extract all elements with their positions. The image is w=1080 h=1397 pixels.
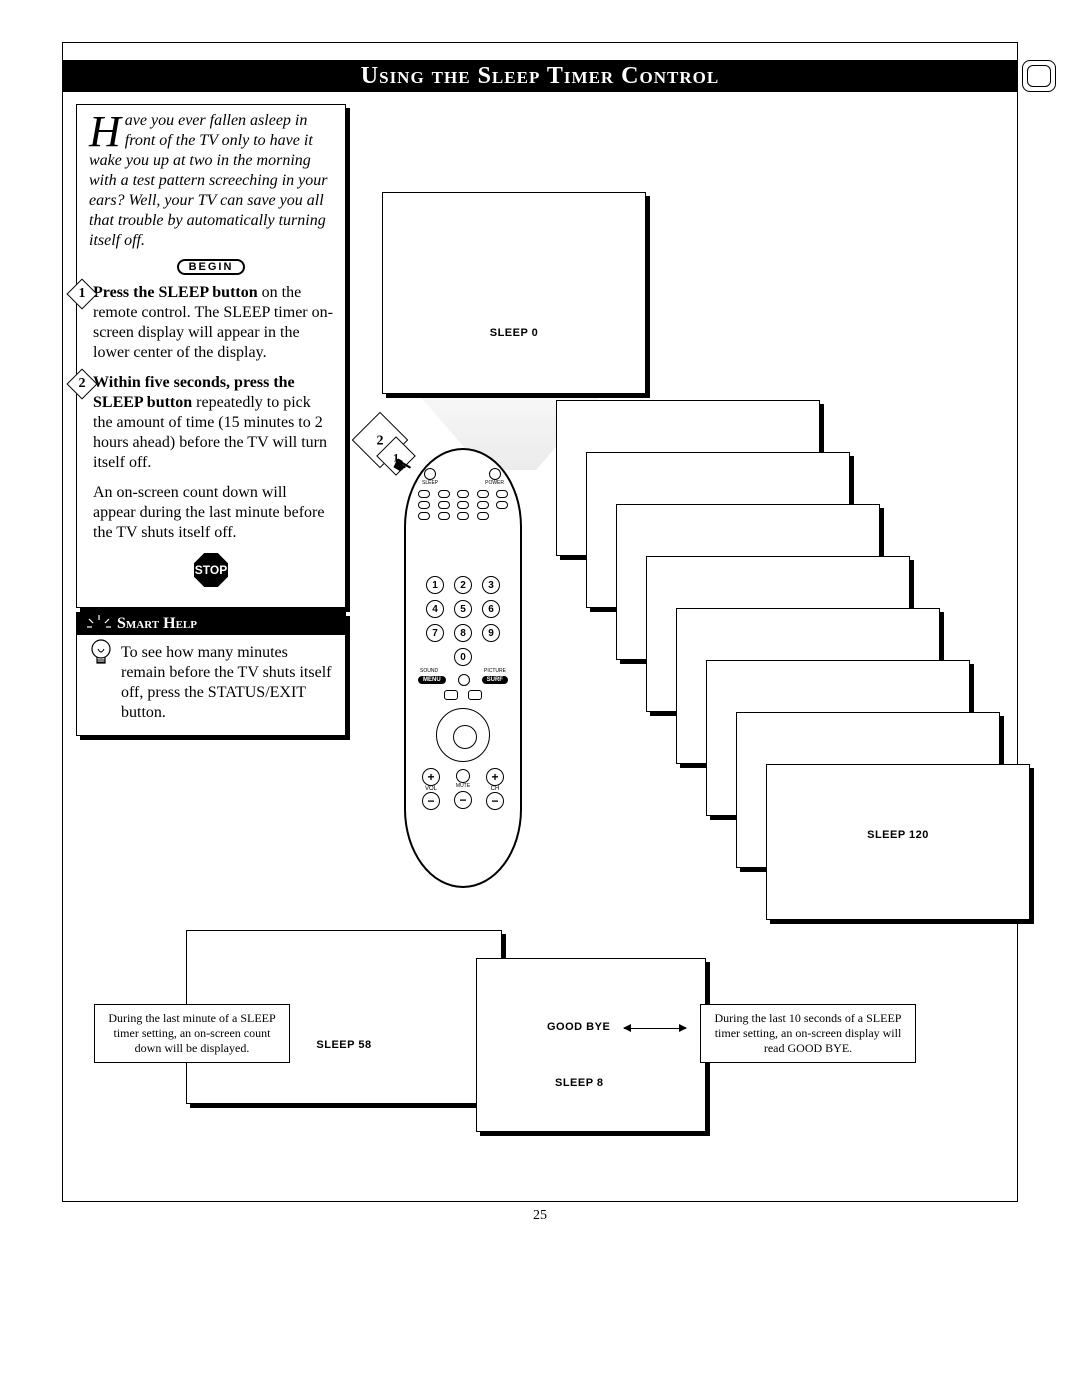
arrow-from-right-note	[624, 1028, 686, 1029]
note-right-text: During the last 10 seconds of a SLEEP ti…	[715, 1011, 902, 1055]
power-button[interactable]	[489, 468, 501, 480]
stop-badge: STOP	[89, 553, 333, 587]
key-2[interactable]: 2	[454, 576, 472, 594]
note-left: During the last minute of a SLEEP timer …	[94, 1004, 290, 1063]
smart-sound-label: SOUND	[420, 668, 438, 674]
mute-label: MUTE	[454, 783, 472, 789]
key-8[interactable]: 8	[454, 624, 472, 642]
smart-help-heading: Smart Help	[77, 613, 345, 635]
page-number: 25	[0, 1208, 1080, 1224]
key-0[interactable]: 0	[454, 648, 472, 666]
smart-help-box: Smart Help To see how many minutes rem	[76, 612, 346, 736]
key-6[interactable]: 6	[482, 600, 500, 618]
ach-button[interactable]	[496, 501, 508, 509]
step-2-number: 2	[72, 374, 92, 394]
smart-picture-label: PICTURE	[484, 668, 506, 674]
goodbye-sleep-label: SLEEP 8	[555, 1077, 604, 1089]
mode-acc2[interactable]	[418, 512, 430, 520]
step-1-number: 1	[72, 284, 92, 304]
tv-vcr-clock[interactable]	[496, 490, 508, 498]
vol-down[interactable]: −	[422, 792, 440, 810]
stop-label: STOP	[194, 553, 228, 587]
step-1: 1 Press the SLEEP button on the remote c…	[93, 283, 333, 363]
ch-down[interactable]: −	[486, 792, 504, 810]
tv-cascade-8: SLEEP 120	[766, 764, 1030, 920]
power-button-label: POWER	[485, 480, 504, 486]
ch-up[interactable]: +	[486, 768, 504, 786]
ch-label: CH	[486, 786, 504, 792]
smart-help-body: To see how many minutes remain before th…	[77, 635, 345, 735]
intro-body: ave you ever fallen asleep in front of t…	[89, 112, 327, 249]
remote-control: SLEEP POWER	[404, 448, 522, 888]
mute-button[interactable]: −	[454, 791, 472, 809]
page-title: Using the Sleep Timer Control	[62, 60, 1018, 92]
step-tail: An on-screen count down will appear duri…	[93, 483, 333, 543]
status-exit[interactable]	[457, 490, 469, 498]
sleep-button[interactable]	[424, 468, 436, 480]
countdown-label: SLEEP 58	[316, 1039, 371, 1051]
mode-av[interactable]	[438, 490, 450, 498]
begin-badge: BEGIN	[89, 257, 333, 275]
incr-surr[interactable]	[457, 501, 469, 509]
begin-label: BEGIN	[177, 259, 246, 275]
mode-tv[interactable]	[418, 490, 430, 498]
cc-button[interactable]	[477, 490, 489, 498]
step-1-bold: Press the SLEEP button	[93, 284, 258, 301]
stereo-button[interactable]	[457, 512, 469, 520]
reset-button[interactable]	[438, 512, 450, 520]
rew-button[interactable]	[444, 690, 458, 700]
mode-vcr[interactable]	[418, 501, 430, 509]
play-button[interactable]	[458, 674, 470, 686]
dbl-button[interactable]	[477, 501, 489, 509]
key-3[interactable]: 3	[482, 576, 500, 594]
tv-icon	[1022, 60, 1056, 92]
sleep-button-label: SLEEP	[422, 480, 438, 486]
vol-up[interactable]: +	[422, 768, 440, 786]
tv-big-label: SLEEP 0	[490, 327, 539, 339]
vol-label: VOL	[422, 786, 440, 792]
key-1[interactable]: 1	[426, 576, 444, 594]
menu-button[interactable]: MENU	[418, 676, 446, 684]
ff-button[interactable]	[468, 690, 482, 700]
tv-cascade-label-8: SLEEP 120	[867, 829, 929, 841]
tv-screen-big: SLEEP 0	[382, 192, 646, 394]
page: Using the Sleep Timer Control H ave you …	[0, 0, 1080, 1397]
step-2: 2 Within five seconds, press the SLEEP b…	[93, 373, 333, 473]
intro-text: H ave you ever fallen asleep in front of…	[89, 111, 333, 251]
mode-acc[interactable]	[438, 501, 450, 509]
tv-goodbye: GOOD BYE SLEEP 8	[476, 958, 706, 1132]
smart-help-heading-text: Smart Help	[117, 615, 197, 632]
note-left-text: During the last minute of a SLEEP timer …	[108, 1011, 275, 1055]
nav-ring[interactable]	[436, 708, 490, 762]
number-keypad: 1 2 3 4 5 6 7 8 9 0	[412, 576, 514, 666]
key-7[interactable]: 7	[426, 624, 444, 642]
stop-button[interactable]	[456, 769, 470, 783]
dropcap: H	[89, 111, 125, 150]
instructions-box: H ave you ever fallen asleep in front of…	[76, 104, 346, 608]
surf-button[interactable]: SURF	[482, 676, 508, 684]
smart-help-text: To see how many minutes remain before th…	[121, 644, 331, 721]
key-9[interactable]: 9	[482, 624, 500, 642]
key-4[interactable]: 4	[426, 600, 444, 618]
key-5[interactable]: 5	[454, 600, 472, 618]
bulb-icon	[87, 635, 115, 675]
goodbye-label: GOOD BYE	[547, 1021, 610, 1033]
note-right: During the last 10 seconds of a SLEEP ti…	[700, 1004, 916, 1063]
micdai-button[interactable]	[477, 512, 489, 520]
